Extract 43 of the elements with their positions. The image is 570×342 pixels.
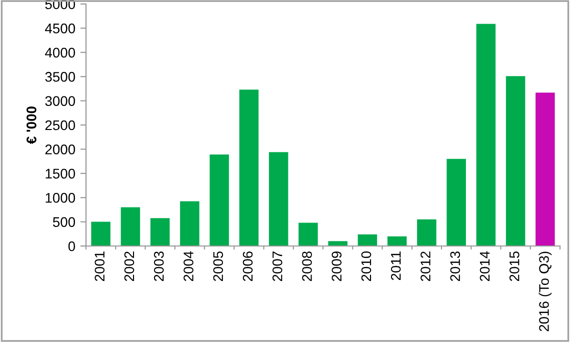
x-tick-label: 2016 (To Q3) (538, 252, 552, 332)
y-tick-label: 4000 (45, 48, 76, 58)
y-tick-label: 2000 (45, 144, 76, 154)
bar (298, 222, 318, 246)
x-tick-label: 2008 (302, 251, 312, 282)
y-tick-label: 3500 (45, 72, 76, 82)
x-tick-label: 2013 (450, 251, 460, 282)
y-tick-label: 4500 (45, 24, 76, 34)
bar (358, 234, 378, 246)
bar (506, 76, 526, 246)
y-tick-label: 1000 (46, 192, 76, 203)
x-tick-label: 2009 (332, 252, 342, 282)
x-tick-label: 2002 (124, 252, 134, 282)
bar (91, 222, 110, 246)
bar (476, 24, 496, 246)
bar (268, 152, 288, 246)
bar (150, 218, 170, 246)
x-tick-label: 2001 (94, 252, 105, 282)
x-tick-label: 2010 (361, 251, 372, 282)
x-tick-label: 2007 (272, 252, 282, 282)
y-tick-label: 1500 (46, 168, 76, 179)
bar (120, 207, 140, 246)
bar (180, 201, 200, 246)
x-tick-label: 2012 (420, 252, 430, 282)
y-tick-label: 2500 (45, 120, 76, 130)
bar (536, 92, 555, 246)
x-tick-label: 2004 (184, 251, 194, 282)
bar (446, 158, 466, 246)
bar (387, 236, 407, 246)
x-tick-label: 2003 (154, 251, 164, 282)
x-tick-label: 2014 (480, 251, 490, 282)
x-tick-label: 2015 (509, 251, 520, 282)
y-axis-title: € '000 (26, 106, 36, 144)
y-tick-label: 3000 (45, 96, 76, 106)
bar (210, 154, 229, 246)
y-tick-label: 500 (52, 217, 76, 227)
bar (328, 241, 348, 246)
bar (239, 90, 259, 246)
y-tick-label: 0 (68, 241, 76, 252)
x-tick-label: 2005 (213, 251, 224, 282)
x-tick-label: 2006 (242, 251, 253, 282)
bar (417, 219, 436, 246)
x-tick-label: 2011 (390, 252, 401, 280)
